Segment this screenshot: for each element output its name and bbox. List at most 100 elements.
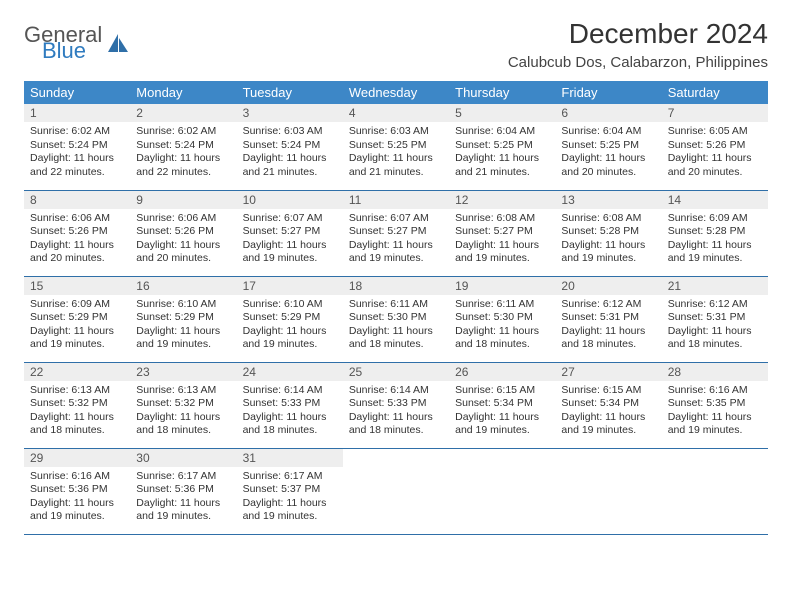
logo-text-stack: General Blue — [24, 24, 102, 62]
calendar-day-cell: 8Sunrise: 6:06 AMSunset: 5:26 PMDaylight… — [24, 190, 130, 276]
calendar-day-cell: 15Sunrise: 6:09 AMSunset: 5:29 PMDayligh… — [24, 276, 130, 362]
day-details: Sunrise: 6:05 AMSunset: 5:26 PMDaylight:… — [662, 122, 768, 184]
calendar-day-cell: 6Sunrise: 6:04 AMSunset: 5:25 PMDaylight… — [555, 104, 661, 190]
day-details: Sunrise: 6:10 AMSunset: 5:29 PMDaylight:… — [237, 295, 343, 357]
location-text: Calubcub Dos, Calabarzon, Philippines — [508, 54, 768, 71]
day-number: 7 — [662, 104, 768, 122]
calendar-day-cell: 16Sunrise: 6:10 AMSunset: 5:29 PMDayligh… — [130, 276, 236, 362]
weekday-header: Wednesday — [343, 81, 449, 104]
day-details: Sunrise: 6:09 AMSunset: 5:28 PMDaylight:… — [662, 209, 768, 271]
day-details: Sunrise: 6:13 AMSunset: 5:32 PMDaylight:… — [130, 381, 236, 443]
calendar-day-cell: 4Sunrise: 6:03 AMSunset: 5:25 PMDaylight… — [343, 104, 449, 190]
day-details: Sunrise: 6:06 AMSunset: 5:26 PMDaylight:… — [130, 209, 236, 271]
logo-text-blue: Blue — [42, 40, 102, 62]
calendar-day-cell — [662, 448, 768, 534]
calendar-day-cell: 12Sunrise: 6:08 AMSunset: 5:27 PMDayligh… — [449, 190, 555, 276]
day-details: Sunrise: 6:14 AMSunset: 5:33 PMDaylight:… — [343, 381, 449, 443]
calendar-day-cell: 27Sunrise: 6:15 AMSunset: 5:34 PMDayligh… — [555, 362, 661, 448]
calendar-day-cell: 2Sunrise: 6:02 AMSunset: 5:24 PMDaylight… — [130, 104, 236, 190]
calendar-day-cell — [555, 448, 661, 534]
day-number: 14 — [662, 191, 768, 209]
day-number: 28 — [662, 363, 768, 381]
weekday-header: Tuesday — [237, 81, 343, 104]
calendar-day-cell: 21Sunrise: 6:12 AMSunset: 5:31 PMDayligh… — [662, 276, 768, 362]
day-number: 21 — [662, 277, 768, 295]
weekday-header-row: SundayMondayTuesdayWednesdayThursdayFrid… — [24, 81, 768, 104]
month-title: December 2024 — [508, 18, 768, 50]
day-number: 23 — [130, 363, 236, 381]
day-details: Sunrise: 6:16 AMSunset: 5:35 PMDaylight:… — [662, 381, 768, 443]
calendar-week-row: 22Sunrise: 6:13 AMSunset: 5:32 PMDayligh… — [24, 362, 768, 448]
day-number: 20 — [555, 277, 661, 295]
day-number: 17 — [237, 277, 343, 295]
calendar-day-cell: 3Sunrise: 6:03 AMSunset: 5:24 PMDaylight… — [237, 104, 343, 190]
weekday-header: Sunday — [24, 81, 130, 104]
day-number: 24 — [237, 363, 343, 381]
day-details: Sunrise: 6:08 AMSunset: 5:27 PMDaylight:… — [449, 209, 555, 271]
day-details: Sunrise: 6:09 AMSunset: 5:29 PMDaylight:… — [24, 295, 130, 357]
weekday-header: Monday — [130, 81, 236, 104]
calendar-day-cell: 19Sunrise: 6:11 AMSunset: 5:30 PMDayligh… — [449, 276, 555, 362]
title-block: December 2024 Calubcub Dos, Calabarzon, … — [508, 18, 768, 71]
day-details: Sunrise: 6:10 AMSunset: 5:29 PMDaylight:… — [130, 295, 236, 357]
day-number: 6 — [555, 104, 661, 122]
calendar-day-cell: 13Sunrise: 6:08 AMSunset: 5:28 PMDayligh… — [555, 190, 661, 276]
calendar-day-cell: 11Sunrise: 6:07 AMSunset: 5:27 PMDayligh… — [343, 190, 449, 276]
calendar-day-cell: 7Sunrise: 6:05 AMSunset: 5:26 PMDaylight… — [662, 104, 768, 190]
day-number: 27 — [555, 363, 661, 381]
calendar-day-cell: 18Sunrise: 6:11 AMSunset: 5:30 PMDayligh… — [343, 276, 449, 362]
calendar-week-row: 15Sunrise: 6:09 AMSunset: 5:29 PMDayligh… — [24, 276, 768, 362]
day-details: Sunrise: 6:03 AMSunset: 5:25 PMDaylight:… — [343, 122, 449, 184]
day-details: Sunrise: 6:13 AMSunset: 5:32 PMDaylight:… — [24, 381, 130, 443]
day-number: 18 — [343, 277, 449, 295]
day-number: 11 — [343, 191, 449, 209]
day-number: 29 — [24, 449, 130, 467]
day-details: Sunrise: 6:02 AMSunset: 5:24 PMDaylight:… — [24, 122, 130, 184]
header: General Blue December 2024 Calubcub Dos,… — [24, 18, 768, 71]
day-details: Sunrise: 6:12 AMSunset: 5:31 PMDaylight:… — [555, 295, 661, 357]
day-number: 2 — [130, 104, 236, 122]
calendar-day-cell: 17Sunrise: 6:10 AMSunset: 5:29 PMDayligh… — [237, 276, 343, 362]
day-details: Sunrise: 6:07 AMSunset: 5:27 PMDaylight:… — [343, 209, 449, 271]
logo: General Blue — [24, 24, 130, 62]
calendar-day-cell: 30Sunrise: 6:17 AMSunset: 5:36 PMDayligh… — [130, 448, 236, 534]
day-number: 3 — [237, 104, 343, 122]
day-details: Sunrise: 6:16 AMSunset: 5:36 PMDaylight:… — [24, 467, 130, 529]
day-number: 15 — [24, 277, 130, 295]
calendar-day-cell: 1Sunrise: 6:02 AMSunset: 5:24 PMDaylight… — [24, 104, 130, 190]
day-details: Sunrise: 6:02 AMSunset: 5:24 PMDaylight:… — [130, 122, 236, 184]
weekday-header: Friday — [555, 81, 661, 104]
calendar-week-row: 1Sunrise: 6:02 AMSunset: 5:24 PMDaylight… — [24, 104, 768, 190]
sail-icon — [106, 32, 130, 59]
calendar-day-cell: 20Sunrise: 6:12 AMSunset: 5:31 PMDayligh… — [555, 276, 661, 362]
day-details: Sunrise: 6:14 AMSunset: 5:33 PMDaylight:… — [237, 381, 343, 443]
calendar-day-cell: 10Sunrise: 6:07 AMSunset: 5:27 PMDayligh… — [237, 190, 343, 276]
day-number: 22 — [24, 363, 130, 381]
day-number: 8 — [24, 191, 130, 209]
calendar-table: SundayMondayTuesdayWednesdayThursdayFrid… — [24, 81, 768, 535]
day-number: 12 — [449, 191, 555, 209]
day-number: 31 — [237, 449, 343, 467]
day-number: 4 — [343, 104, 449, 122]
calendar-day-cell: 5Sunrise: 6:04 AMSunset: 5:25 PMDaylight… — [449, 104, 555, 190]
day-number: 19 — [449, 277, 555, 295]
day-details: Sunrise: 6:07 AMSunset: 5:27 PMDaylight:… — [237, 209, 343, 271]
day-number: 5 — [449, 104, 555, 122]
calendar-day-cell: 25Sunrise: 6:14 AMSunset: 5:33 PMDayligh… — [343, 362, 449, 448]
day-number: 10 — [237, 191, 343, 209]
day-number: 16 — [130, 277, 236, 295]
day-details: Sunrise: 6:11 AMSunset: 5:30 PMDaylight:… — [449, 295, 555, 357]
day-details: Sunrise: 6:12 AMSunset: 5:31 PMDaylight:… — [662, 295, 768, 357]
calendar-day-cell: 26Sunrise: 6:15 AMSunset: 5:34 PMDayligh… — [449, 362, 555, 448]
day-number: 25 — [343, 363, 449, 381]
day-number: 13 — [555, 191, 661, 209]
day-details: Sunrise: 6:04 AMSunset: 5:25 PMDaylight:… — [449, 122, 555, 184]
day-number: 1 — [24, 104, 130, 122]
day-number: 9 — [130, 191, 236, 209]
calendar-day-cell: 14Sunrise: 6:09 AMSunset: 5:28 PMDayligh… — [662, 190, 768, 276]
day-details: Sunrise: 6:15 AMSunset: 5:34 PMDaylight:… — [555, 381, 661, 443]
day-details: Sunrise: 6:17 AMSunset: 5:37 PMDaylight:… — [237, 467, 343, 529]
calendar-day-cell: 28Sunrise: 6:16 AMSunset: 5:35 PMDayligh… — [662, 362, 768, 448]
calendar-week-row: 8Sunrise: 6:06 AMSunset: 5:26 PMDaylight… — [24, 190, 768, 276]
weekday-header: Thursday — [449, 81, 555, 104]
